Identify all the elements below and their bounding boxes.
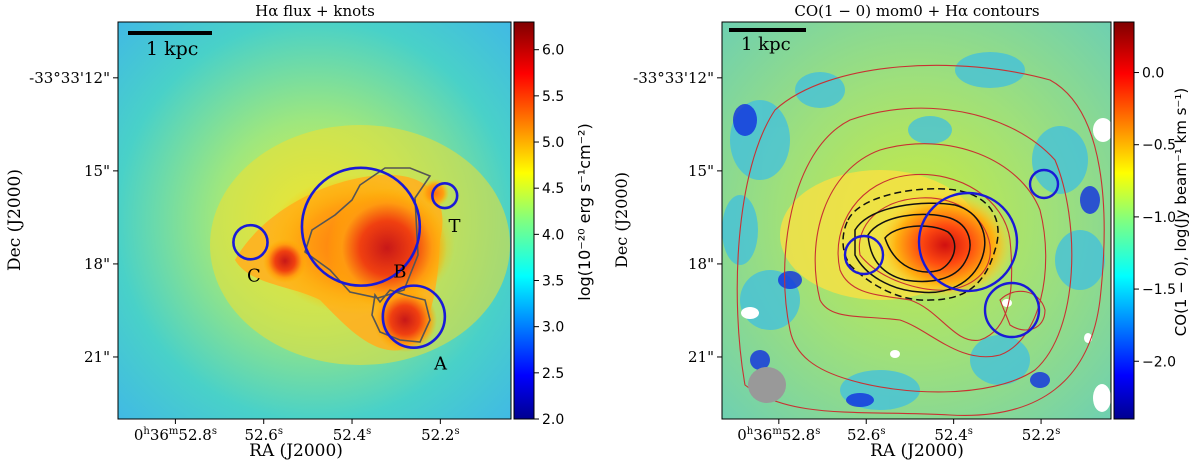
colorbar-tick-label: −2.0 (1142, 354, 1176, 370)
right-colorbar-label: CO(1 − 0), log(Jy beam⁻¹ km s⁻¹) (1172, 88, 1190, 336)
colorbar-tick-label: 3.5 (542, 274, 564, 290)
y-tick-label: 21" (688, 348, 714, 366)
right-x-ticks: 0h36m52.8s 52.6s 52.4s 52.2s (737, 419, 1060, 444)
x-tick-label: 52.6s (244, 426, 283, 444)
ha-contours (736, 64, 1105, 416)
left-colorbar (513, 21, 535, 420)
colorbar-tick-label: 4.0 (542, 227, 564, 243)
right-knot-a (983, 281, 1041, 339)
left-frame (117, 21, 512, 420)
beam-ellipse (748, 367, 786, 403)
colorbar-tick-label: 5.0 (542, 135, 564, 151)
knot-label-b: B (393, 262, 406, 283)
colorbar-tick-label: −1.0 (1142, 210, 1176, 226)
right-scalebar-label: 1 kpc (741, 34, 791, 55)
right-image (722, 22, 1111, 419)
left-knot-outline (304, 167, 432, 343)
knot-circle-a (381, 284, 447, 349)
x-tick-label: 0h36m52.8s (737, 426, 820, 444)
left-x-ticks: 0h36m52.8s 52.6s 52.4s 52.2s (134, 419, 460, 444)
left-colorbar-label: log(10⁻²⁰ erg s⁻¹cm⁻²) (575, 123, 594, 300)
colorbar-tick-label: 2.5 (542, 366, 564, 382)
knot-circle-t (431, 181, 459, 210)
knot-circles (232, 166, 459, 349)
x-tick-label: 52.4s (333, 426, 372, 444)
knot-label-t: T (448, 216, 460, 237)
knot-labels: A B C T (247, 216, 460, 375)
knot-circle-c (232, 223, 269, 261)
y-tick-label: 21" (84, 348, 110, 366)
y-tick-label: 18" (688, 255, 714, 273)
y-tick-label: 18" (84, 255, 110, 273)
colorbar-tick-label: 4.5 (542, 181, 564, 197)
right-knot-c (843, 234, 885, 276)
colorbar-tick-label: 2.0 (542, 412, 564, 428)
colorbar-tick-label: 0.0 (1142, 66, 1164, 82)
left-scalebar-label: 1 kpc (146, 38, 198, 60)
colorbar-tick-label: 6.0 (542, 43, 564, 59)
colorbar-tick-label: −0.5 (1142, 138, 1176, 154)
left-y-ticks: -33°33'12" 15" 18" 21" (29, 69, 118, 366)
y-tick-label: 15" (688, 162, 714, 180)
right-knot-circles (843, 168, 1060, 339)
right-frame (721, 21, 1112, 420)
x-tick-label: 52.6s (847, 426, 886, 444)
colorbar-tick-label: 3.0 (542, 320, 564, 336)
colorbar-tick-label: −1.5 (1142, 282, 1176, 298)
x-tick-label: 52.2s (421, 426, 460, 444)
x-tick-label: 52.4s (934, 426, 973, 444)
co-contours (842, 188, 999, 301)
left-image (118, 22, 511, 419)
y-tick-label: -33°33'12" (633, 69, 714, 87)
left-colorbar-ticks: 2.0 2.5 3.0 3.5 4.0 4.5 5.0 5.5 6.0 (534, 43, 564, 428)
left-xlabel: RA (J2000) (249, 441, 343, 461)
left-title: Hα flux + knots (255, 2, 375, 20)
right-title: CO(1 − 0) mom0 + Hα contours (794, 2, 1039, 20)
y-tick-label: 15" (84, 162, 110, 180)
right-colorbar (1113, 21, 1135, 420)
x-tick-label: 52.2s (1022, 426, 1061, 444)
right-colorbar-ticks: −2.0 −1.5 −1.0 −0.5 0.0 (1134, 66, 1176, 370)
right-knot-t (1028, 168, 1060, 200)
knot-label-a: A (433, 354, 448, 375)
colorbar-tick-label: 5.5 (542, 89, 564, 105)
right-y-ticks: -33°33'12" 15" 18" 21" (633, 69, 722, 366)
right-ylabel: Dec (J2000) (612, 172, 631, 268)
right-panel: CO(1 − 0) mom0 + Hα contours (612, 2, 1190, 461)
x-tick-label: 0h36m52.8s (134, 426, 217, 444)
y-tick-label: -33°33'12" (29, 69, 110, 87)
knot-label-c: C (247, 265, 261, 286)
right-xlabel: RA (J2000) (870, 441, 964, 461)
right-knot-b (917, 191, 1019, 293)
left-panel: Hα flux + knots 1 kpc A B C T 0h36m52.8s 52.… (5, 2, 594, 461)
knot-circle-b (300, 166, 422, 287)
left-ylabel: Dec (J2000) (5, 169, 25, 271)
